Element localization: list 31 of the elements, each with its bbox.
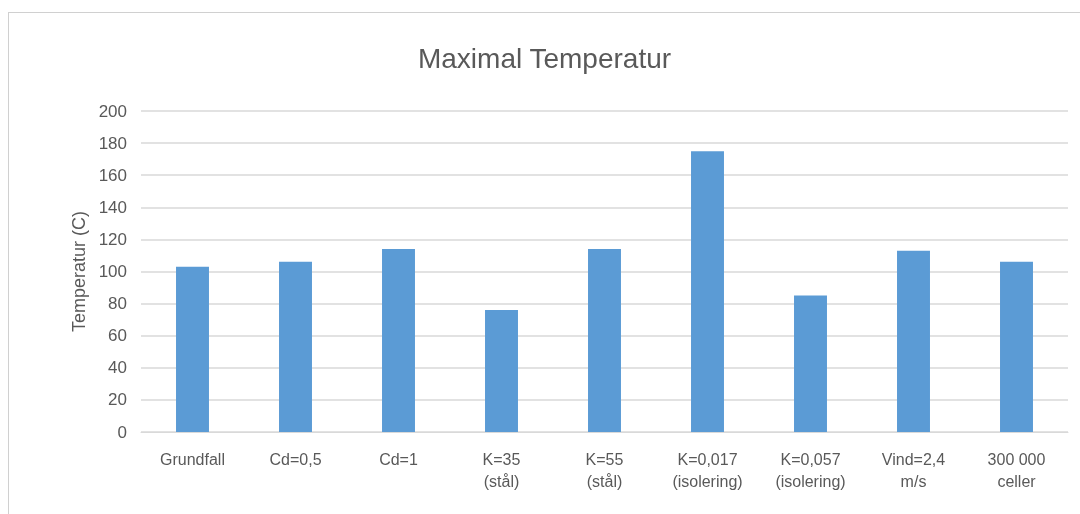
y-tick-label: 160 <box>98 165 127 185</box>
bar <box>897 250 930 432</box>
x-tick-label: 300 000 celler <box>987 450 1046 490</box>
y-tick-label: 60 <box>108 326 127 346</box>
chart-title: Maximal Temperatur <box>417 42 672 74</box>
bar <box>382 249 415 432</box>
x-tick-label: K=0,057 (isolering) <box>775 450 846 490</box>
y-tick-label: 0 <box>117 422 127 442</box>
y-tick-label: 140 <box>98 197 127 217</box>
y-tick-label: 20 <box>108 390 127 410</box>
x-tick-label: Vind=2,4 m/s <box>881 450 946 490</box>
bar <box>279 261 312 432</box>
bar <box>588 249 621 432</box>
bar <box>691 151 724 432</box>
y-tick-label: 180 <box>98 133 127 153</box>
bar <box>794 295 827 432</box>
x-tick-label: K=35 (stål) <box>482 450 521 490</box>
x-tick-label: Cd=1 <box>379 450 418 468</box>
y-tick-label: 120 <box>98 229 127 249</box>
bar <box>1000 261 1033 432</box>
y-tick-label: 200 <box>98 101 127 121</box>
y-axis-title: Temperatur (C) <box>68 210 89 333</box>
x-tick-label: Grundfall <box>160 450 225 468</box>
bar <box>176 266 209 432</box>
x-tick-label: K=0,017 (isolering) <box>672 450 743 490</box>
x-tick-label: Cd=0,5 <box>269 450 322 468</box>
x-tick-label: K=55 (stål) <box>585 450 624 490</box>
y-tick-label: 80 <box>108 294 127 314</box>
y-tick-label: 40 <box>108 358 127 378</box>
y-tick-label: 100 <box>98 262 127 281</box>
bar <box>485 310 518 432</box>
